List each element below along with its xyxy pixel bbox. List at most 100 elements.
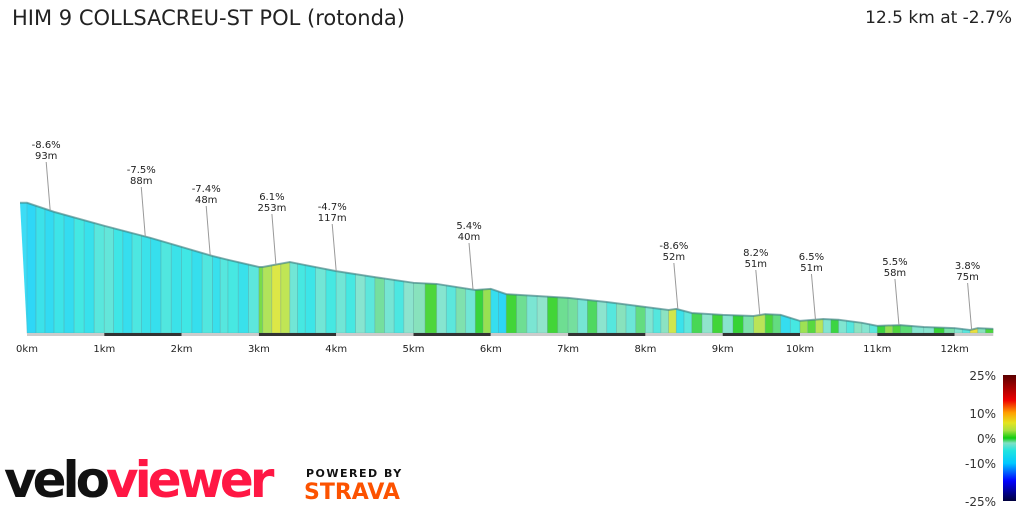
profile-area: [20, 201, 994, 334]
annotation-length: 51m: [745, 259, 767, 270]
powered-by-label: POWERED BY: [306, 467, 403, 480]
annotation-length: 51m: [800, 263, 822, 274]
profile-segment: [838, 319, 847, 334]
profile-segment: [271, 263, 282, 334]
km-bar: [645, 333, 723, 336]
grade-legend: 25% 10% 0% -10% -25%: [965, 369, 1016, 509]
profile-segment: [258, 266, 264, 334]
annotation-grade: -7.4%: [192, 184, 221, 195]
annotation-grade: 6.1%: [259, 192, 284, 203]
veloviewer-logo: veloviewer: [4, 451, 274, 509]
x-tick-label: 7km: [557, 344, 579, 355]
x-tick-label: 2km: [171, 344, 193, 355]
profile-segment: [691, 312, 703, 334]
profile-segment: [304, 264, 316, 334]
profile-segment: [413, 282, 426, 334]
profile-segment: [113, 227, 124, 334]
profile-segment: [465, 288, 476, 334]
profile-segment: [652, 307, 662, 334]
annotation-leader: [755, 269, 761, 316]
km-bar: [954, 333, 994, 336]
profile-segment: [660, 308, 669, 334]
profile-segment: [445, 284, 457, 334]
legend-label: 0%: [977, 432, 996, 446]
x-tick-label: 5km: [403, 344, 425, 355]
profile-segment: [26, 202, 37, 334]
annotation-length: 52m: [663, 252, 685, 263]
x-tick-label: 8km: [634, 344, 656, 355]
profile-segment: [170, 243, 183, 334]
km-bar: [181, 333, 259, 336]
profile-segment: [103, 225, 114, 334]
profile-segment: [482, 288, 492, 334]
km-bar: [336, 333, 414, 336]
legend-color-bar: [1003, 375, 1016, 501]
annotation-leader: [810, 273, 816, 320]
profile-segment: [625, 304, 637, 334]
profile-segment: [227, 259, 239, 334]
annotation-grade: 5.4%: [456, 221, 481, 232]
annotation-leader: [140, 186, 146, 237]
profile-segment: [384, 278, 395, 334]
x-tick-label: 10km: [786, 344, 814, 355]
profile-segment: [297, 263, 306, 334]
x-tick-label: 1km: [93, 344, 115, 355]
km-bar: [413, 333, 491, 336]
legend-label: -25%: [965, 495, 996, 509]
annotation-length: 75m: [956, 272, 978, 283]
profile-segment: [498, 290, 507, 334]
km-bar: [258, 333, 337, 336]
annotation-grade: 8.2%: [743, 248, 768, 259]
profile-segment: [150, 237, 162, 334]
annotation-leader: [45, 161, 51, 211]
profile-segment: [355, 273, 366, 334]
annotation-grade: 6.5%: [799, 252, 824, 263]
profile-segment: [289, 261, 298, 334]
profile-segment: [606, 301, 617, 334]
profile-segment: [557, 296, 569, 334]
profile-segment: [645, 306, 654, 334]
profile-segment: [219, 257, 229, 334]
profile-segment: [73, 216, 85, 334]
profile-segment: [587, 299, 598, 334]
km-bar: [490, 333, 569, 336]
profile-segment: [53, 211, 65, 334]
profile-segment: [668, 308, 677, 334]
profile-segment: [742, 315, 755, 334]
profile-segment: [436, 283, 447, 334]
profile-segment: [822, 318, 832, 334]
annotation-grade: 5.5%: [882, 257, 907, 268]
profile-segment: [325, 268, 337, 334]
profile-segment: [181, 246, 193, 334]
legend-label: 10%: [969, 407, 996, 421]
annotation-leader: [468, 242, 474, 290]
profile-segment: [424, 282, 438, 334]
profile-segment: [732, 314, 744, 334]
annotation-grade: 3.8%: [955, 261, 980, 272]
profile-segment: [807, 319, 816, 334]
annotation-grade: -8.6%: [659, 241, 688, 252]
profile-segment: [474, 288, 484, 334]
annotation-length: 58m: [884, 268, 906, 279]
x-axis: 0km 1km 2km 3km 4km 5km 6km 7km 8km 9km 10km 11km 12…: [16, 333, 994, 355]
annotation-leader: [967, 282, 973, 330]
annotation-length: 88m: [130, 176, 152, 187]
profile-segment: [753, 313, 766, 334]
profile-segment: [526, 294, 538, 334]
x-tick-label: 6km: [480, 344, 502, 355]
annotation-leader: [331, 223, 337, 272]
profile-segment: [722, 314, 734, 334]
x-tick-label: 3km: [248, 344, 270, 355]
x-tick-label: 0km: [16, 344, 38, 355]
annotation-length: 48m: [195, 195, 217, 206]
profile-segment: [212, 255, 221, 334]
km-bar: [800, 333, 878, 336]
profile-segment: [20, 202, 27, 333]
x-tick-label: 4km: [325, 344, 347, 355]
annotation-grade: -4.7%: [318, 202, 347, 213]
x-tick-label: 12km: [940, 344, 968, 355]
route-summary: 12.5 km at -2.7%: [865, 8, 1012, 28]
profile-outline: [20, 201, 994, 331]
page-title: HIM 9 COLLSACREU-ST POL (rotonda): [12, 6, 405, 30]
profile-segment: [63, 214, 75, 334]
